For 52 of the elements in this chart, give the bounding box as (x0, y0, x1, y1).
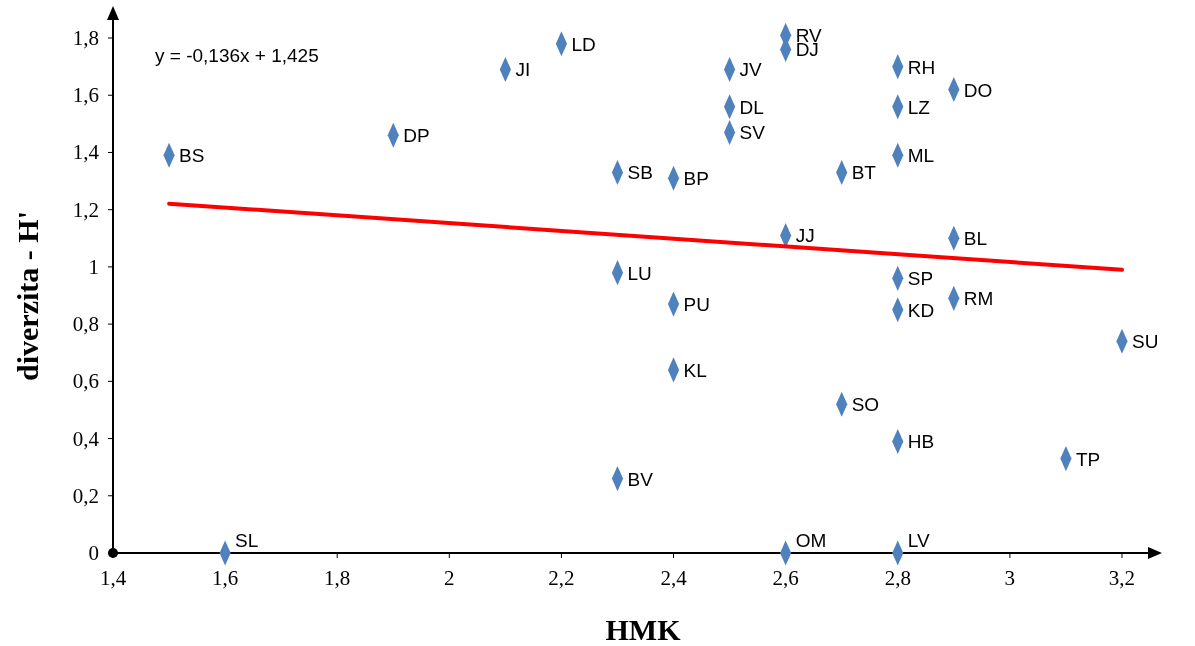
x-tick-label: 3 (1004, 566, 1016, 590)
annotation: BL (963, 228, 988, 250)
annotation: KL (683, 359, 707, 381)
annotation: BT (851, 162, 877, 184)
annotation: SO (851, 394, 880, 416)
annotation: TP (1075, 448, 1101, 470)
annotation: JV (739, 59, 763, 81)
y-tick-label: 0,8 (72, 312, 99, 337)
y-tick-label: 0,6 (72, 369, 99, 394)
x-tick-label: 2 (444, 566, 455, 590)
y-tick-label: 1,4 (72, 140, 100, 165)
x-tick-label: 2,8 (884, 566, 911, 590)
annotation: RM (963, 288, 994, 310)
annotation: DP (403, 125, 430, 147)
annotation: LV (907, 530, 930, 551)
annotation: LU (627, 262, 652, 284)
y-tick-label: 0,2 (72, 483, 99, 508)
x-tick-label: 1,6 (211, 566, 239, 590)
annotation: JI (515, 59, 531, 81)
annotation: KD (907, 299, 935, 321)
annotation: ML (907, 145, 935, 167)
annotation: LZ (907, 96, 931, 118)
annotation: SB (627, 162, 653, 184)
annotation: OM (795, 530, 827, 551)
annotation: DO (963, 79, 993, 101)
y-tick-label: 0 (88, 541, 99, 565)
y-tick-label: 1,8 (72, 26, 99, 51)
annotation: SL (235, 530, 259, 551)
x-tick-label: 2,2 (548, 566, 575, 590)
annotation: BP (683, 168, 709, 190)
annotation: SV (739, 122, 766, 144)
y-tick-label: 1,6 (72, 83, 99, 108)
y-tick-label: 1 (88, 254, 99, 279)
annotation: JJ (795, 225, 815, 247)
annotation: PU (683, 294, 710, 316)
x-tick-label: 2,6 (772, 566, 799, 590)
annotation: RH (907, 56, 936, 78)
annotation: BS (179, 145, 205, 167)
y-tick-label: 1,2 (72, 197, 99, 222)
y-axis-title: diverzita - H' (11, 211, 44, 381)
x-axis-title: HMK (605, 613, 682, 646)
annotation: DL (739, 96, 764, 118)
annotation: HB (907, 431, 935, 453)
annotation: SP (907, 268, 934, 290)
annotation: y = -0,136x + 1,425 (155, 45, 319, 66)
annotation: LD (571, 33, 596, 55)
x-tick-label: 2,4 (660, 566, 688, 590)
y-tick-label: 0,4 (72, 426, 100, 451)
annotation: SU (1131, 331, 1159, 353)
x-tick-label: 1,8 (324, 566, 351, 590)
annotation: BV (627, 468, 654, 490)
x-tick-label: 3,2 (1108, 566, 1136, 590)
